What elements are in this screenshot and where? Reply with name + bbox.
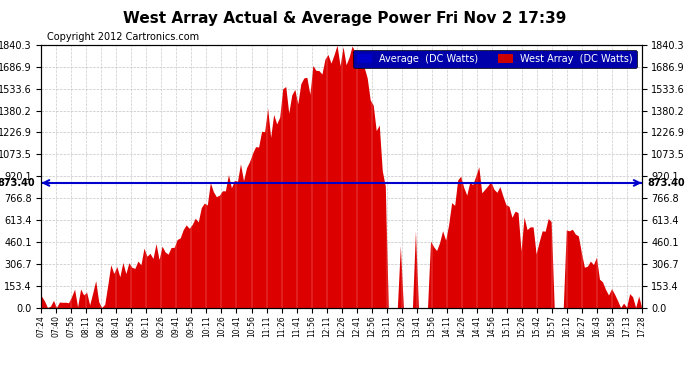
Text: 873.40: 873.40 bbox=[648, 178, 685, 188]
Legend: Average  (DC Watts), West Array  (DC Watts): Average (DC Watts), West Array (DC Watts… bbox=[353, 50, 637, 68]
Text: West Array Actual & Average Power Fri Nov 2 17:39: West Array Actual & Average Power Fri No… bbox=[124, 11, 566, 26]
Text: 873.40: 873.40 bbox=[0, 178, 35, 188]
Text: Copyright 2012 Cartronics.com: Copyright 2012 Cartronics.com bbox=[48, 32, 199, 42]
